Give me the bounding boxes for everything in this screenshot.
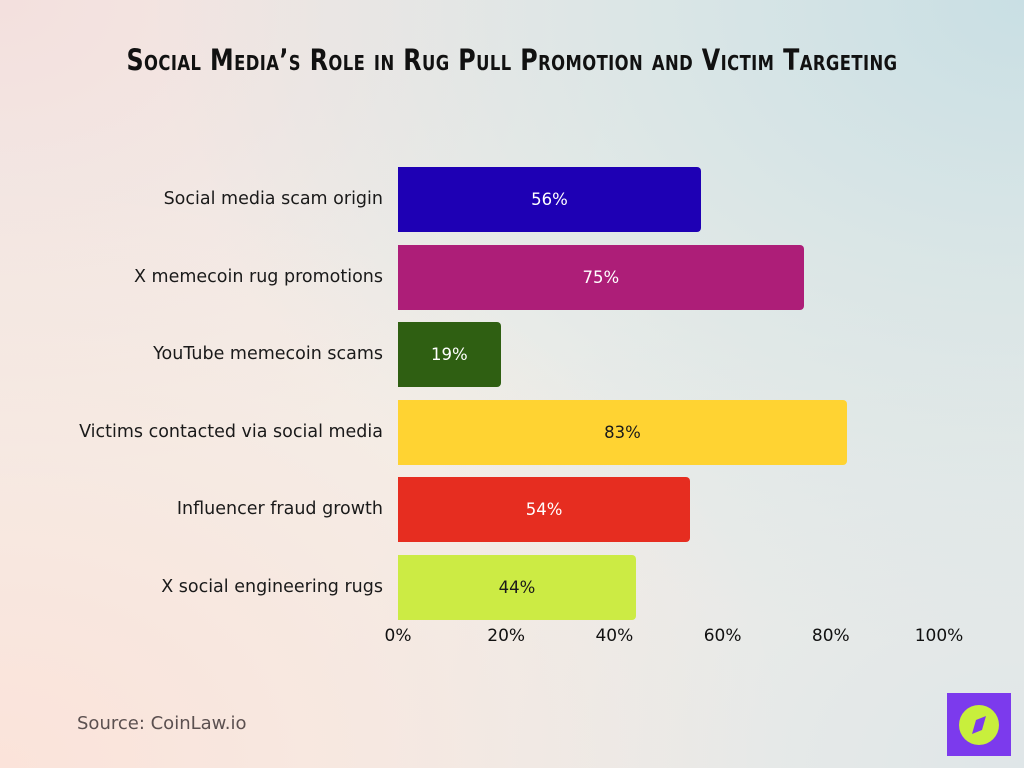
category-label: Influencer fraud growth — [176, 499, 383, 519]
category-label: YouTube memecoin scams — [153, 344, 383, 364]
chart-title: Social Media’s Role in Rug Pull Promotio… — [126, 43, 898, 77]
bar: 44% — [398, 555, 637, 620]
brand-logo — [947, 693, 1011, 756]
x-axis-tick: 60% — [703, 626, 742, 646]
x-axis-tick: 100% — [914, 626, 964, 646]
bar: 54% — [398, 477, 691, 542]
category-label: X memecoin rug promotions — [134, 267, 383, 287]
bar-value-label: 54% — [525, 500, 563, 519]
bar-value-label: 19% — [431, 345, 468, 364]
source-note: Source: CoinLaw.io — [77, 713, 247, 734]
bar: 75% — [398, 245, 804, 310]
x-axis-tick: 40% — [595, 626, 634, 646]
bar-value-label: 75% — [582, 268, 620, 287]
bar: 19% — [398, 322, 501, 387]
category-label: Victims contacted via social media — [79, 422, 383, 442]
bar: 56% — [398, 167, 701, 232]
category-label: X social engineering rugs — [161, 577, 383, 597]
x-axis-tick: 0% — [384, 626, 412, 646]
x-axis-tick: 80% — [811, 626, 850, 646]
x-axis-tick: 20% — [487, 626, 526, 646]
bar: 83% — [398, 400, 848, 465]
category-label: Social media scam origin — [163, 189, 383, 209]
bar-value-label: 83% — [604, 423, 641, 442]
bar-value-label: 44% — [498, 578, 536, 597]
bar-value-label: 56% — [531, 190, 568, 209]
compass-icon — [959, 704, 999, 745]
